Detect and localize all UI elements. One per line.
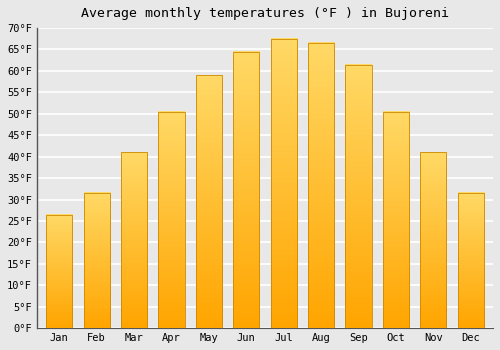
Bar — [121, 152, 147, 328]
Bar — [158, 112, 184, 328]
Bar — [270, 39, 296, 328]
Bar — [46, 215, 72, 328]
Bar — [196, 75, 222, 328]
Bar — [308, 43, 334, 328]
Bar — [420, 152, 446, 328]
Title: Average monthly temperatures (°F ) in Bujoreni: Average monthly temperatures (°F ) in Bu… — [81, 7, 449, 20]
Bar — [382, 112, 409, 328]
Bar — [346, 64, 372, 328]
Bar — [233, 52, 260, 328]
Bar — [84, 193, 110, 328]
Bar — [458, 193, 483, 328]
